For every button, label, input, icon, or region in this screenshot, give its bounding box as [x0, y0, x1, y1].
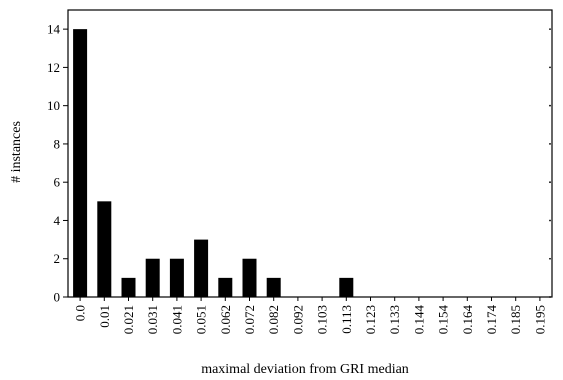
- x-tick-label: 0.062: [218, 305, 233, 334]
- x-tick-label: 0.133: [387, 305, 402, 334]
- right-tick-mark: [549, 143, 551, 145]
- y-tick-label: 2: [54, 251, 61, 266]
- x-tick-label: 0.031: [145, 305, 160, 334]
- plot-border: [67, 9, 553, 298]
- x-tick-label: 0.174: [484, 305, 499, 335]
- right-tick-mark: [549, 104, 551, 107]
- bar: [194, 239, 209, 297]
- y-axis: 0 2 4 6 8 10 12 14: [47, 22, 551, 305]
- bar: [121, 277, 136, 297]
- x-tick-label: 0.113: [339, 305, 354, 334]
- x-tick-label: 0.0: [73, 305, 88, 321]
- x-tick-label: 0.092: [290, 305, 305, 334]
- x-tick-label: 0.051: [194, 305, 209, 334]
- bar: [266, 277, 281, 297]
- x-tick-label: 0.041: [169, 305, 184, 334]
- bar: [169, 258, 184, 297]
- x-tick-label: 0.164: [460, 305, 475, 335]
- x-tick-label: 0.072: [242, 305, 257, 334]
- y-tick-label: 4: [54, 213, 61, 228]
- x-tick-label: 0.01: [97, 305, 112, 328]
- y-tick-label: 8: [54, 136, 61, 151]
- y-tick-label: 12: [47, 60, 60, 75]
- x-tick-label: 0.021: [121, 305, 136, 334]
- bar: [97, 201, 112, 297]
- y-tick-label: 6: [54, 175, 61, 190]
- y-axis-title: # instances: [9, 121, 24, 183]
- bar: [218, 277, 233, 297]
- x-tick-label: 0.185: [508, 305, 523, 334]
- x-axis: 0.0 0.01 0.021 0.031 0.041 0.051 0.062 0.072 0.0…: [73, 297, 547, 335]
- x-tick-label: 0.195: [532, 305, 547, 334]
- y-tick-label: 10: [47, 98, 60, 113]
- bar: [145, 258, 160, 297]
- x-tick-label: 0.154: [436, 305, 451, 335]
- right-tick-mark: [549, 219, 551, 222]
- x-tick-label: 0.123: [363, 305, 378, 334]
- bars: [73, 29, 354, 298]
- right-tick-mark: [549, 296, 551, 298]
- right-tick-mark: [549, 28, 551, 31]
- plot-frame: [67, 9, 553, 298]
- x-axis-title: maximal deviation from GRI median: [201, 362, 409, 377]
- x-tick-label: 0.103: [315, 305, 330, 334]
- bar: [73, 29, 88, 298]
- x-tick-label: 0.082: [266, 305, 281, 334]
- right-tick-mark: [549, 257, 551, 260]
- y-tick-label: 14: [47, 22, 61, 37]
- y-tick-label: 0: [54, 290, 61, 305]
- bar: [242, 258, 257, 297]
- right-tick-mark: [549, 181, 551, 184]
- bar: [339, 277, 354, 297]
- x-tick-label: 0.144: [411, 305, 426, 335]
- right-tick-mark: [549, 66, 551, 69]
